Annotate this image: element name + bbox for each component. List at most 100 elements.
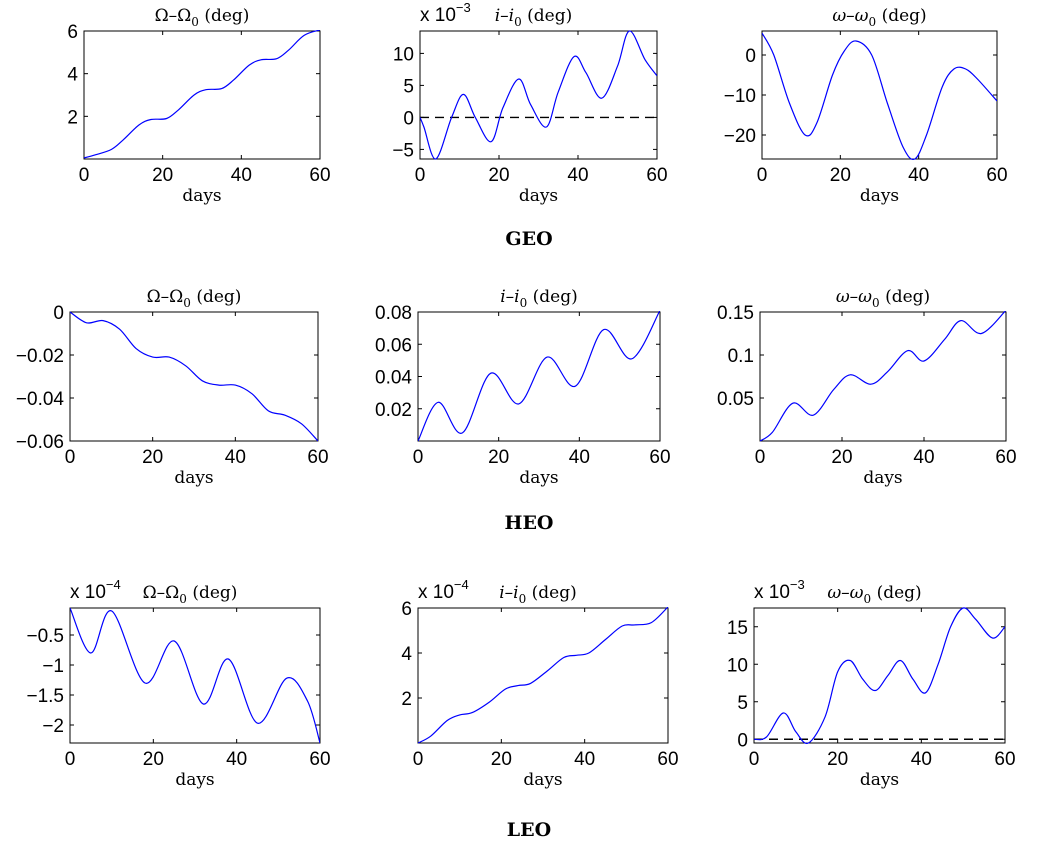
plot-panel-1: 0 20 40 60 2 4 6 Ω–Ω0 (deg) days bbox=[67, 6, 330, 206]
series-line-1 bbox=[754, 607, 1005, 744]
panel-title: ω–ω0 (deg) bbox=[827, 583, 921, 606]
x-tick-label: 0 bbox=[413, 447, 424, 468]
x-axis-label: days bbox=[175, 770, 214, 790]
x-axis-label: days bbox=[174, 468, 213, 488]
x-tick-label: 0 bbox=[79, 165, 90, 186]
plot-panel-9: 0 20 40 60 0 5 10 15 ω–ω0 (deg) x 10−3 days bbox=[727, 577, 1016, 790]
series-line-1 bbox=[760, 311, 1006, 442]
x-tick-label: 20 bbox=[831, 447, 852, 468]
axes-frame bbox=[417, 607, 669, 744]
y-tick-label: −0.06 bbox=[16, 432, 64, 453]
axes-frame bbox=[759, 311, 1007, 442]
y-tick-label: 0 bbox=[737, 730, 748, 751]
x-tick-label: 60 bbox=[307, 447, 328, 468]
y-tick-label: 0 bbox=[745, 46, 756, 67]
x-tick-label: 40 bbox=[567, 165, 588, 186]
x-tick-label: 20 bbox=[488, 447, 509, 468]
y-tick-label: 0.02 bbox=[375, 400, 412, 421]
x-tick-label: 0 bbox=[755, 447, 766, 468]
y-tick-label: 4 bbox=[67, 65, 78, 86]
series-line-1 bbox=[420, 30, 657, 160]
axes-frame bbox=[419, 30, 658, 160]
y-tick-label: 0 bbox=[403, 108, 414, 129]
y-tick-label: 2 bbox=[401, 689, 412, 710]
axes-frame bbox=[69, 607, 321, 744]
x-tick-label: 0 bbox=[749, 749, 760, 770]
plot-panel-4: 0 20 40 60 −0.06 −0.04 −0.02 0 Ω–Ω0 (deg) days bbox=[16, 287, 329, 488]
x-tick-label: 0 bbox=[757, 165, 768, 186]
y-tick-label: −1.5 bbox=[26, 686, 64, 707]
x-tick-label: 0 bbox=[65, 749, 76, 770]
axis-exponent-label: x 10−3 bbox=[420, 0, 471, 26]
y-tick-label: 0.05 bbox=[717, 389, 754, 410]
panel-title: i–i0 (deg) bbox=[500, 287, 578, 310]
y-tick-label: −1 bbox=[42, 656, 64, 677]
axis-exponent-label: x 10−3 bbox=[754, 577, 805, 603]
y-tick-label: 0.06 bbox=[375, 335, 412, 356]
series-line-1 bbox=[84, 30, 320, 159]
x-tick-label: 20 bbox=[142, 447, 163, 468]
y-tick-label: 10 bbox=[393, 44, 414, 65]
x-tick-label: 60 bbox=[994, 749, 1015, 770]
x-tick-label: 20 bbox=[143, 749, 164, 770]
y-tick-label: −20 bbox=[724, 126, 756, 147]
axes-frame bbox=[417, 311, 661, 442]
axes-frame bbox=[753, 607, 1006, 744]
x-tick-label: 20 bbox=[830, 165, 851, 186]
x-tick-label: 40 bbox=[569, 447, 590, 468]
y-tick-label: −0.5 bbox=[26, 626, 64, 647]
axis-exponent-label: x 10−4 bbox=[418, 577, 469, 603]
x-tick-label: 60 bbox=[649, 447, 670, 468]
panel-title: i–i0 (deg) bbox=[499, 583, 577, 606]
x-tick-label: 0 bbox=[415, 165, 426, 186]
x-axis-label: days bbox=[519, 186, 558, 206]
x-axis-label: days bbox=[863, 468, 902, 488]
series-line-1 bbox=[762, 32, 997, 160]
axes-frame bbox=[69, 311, 319, 442]
group-label-leo: LEO bbox=[507, 819, 551, 841]
y-tick-label: 15 bbox=[727, 618, 748, 639]
x-axis-label: days bbox=[860, 770, 899, 790]
axes-frame bbox=[761, 30, 998, 160]
x-tick-label: 20 bbox=[827, 749, 848, 770]
x-tick-label: 60 bbox=[995, 447, 1016, 468]
y-tick-label: 6 bbox=[67, 22, 78, 43]
x-tick-label: 40 bbox=[911, 749, 932, 770]
x-tick-label: 0 bbox=[65, 447, 76, 468]
plot-panel-6: 0 20 40 60 0.05 0.1 0.15 ω–ω0 (deg) days bbox=[717, 287, 1017, 488]
panel-title: ω–ω0 (deg) bbox=[836, 287, 930, 310]
x-tick-label: 60 bbox=[657, 749, 678, 770]
y-tick-label: 4 bbox=[401, 644, 412, 665]
panel-title: Ω–Ω0 (deg) bbox=[143, 583, 238, 606]
series-line-1 bbox=[418, 607, 668, 744]
y-tick-label: −2 bbox=[42, 716, 64, 737]
x-tick-label: 60 bbox=[646, 165, 667, 186]
x-tick-label: 40 bbox=[231, 165, 252, 186]
group-label-heo: HEO bbox=[505, 512, 554, 534]
plot-panel-7: 0 20 40 60 −2 −1.5 −1 −0.5 Ω–Ω0 (deg) x 10−4 days bbox=[26, 577, 330, 790]
plot-panel-5: 0 20 40 60 0.02 0.04 0.06 0.08 i–i0 (deg) days bbox=[375, 287, 671, 488]
y-tick-label: 0.08 bbox=[375, 303, 412, 324]
series-line-1 bbox=[70, 607, 320, 744]
panel-title: Ω–Ω0 (deg) bbox=[147, 287, 242, 310]
panel-title: Ω–Ω0 (deg) bbox=[155, 6, 250, 29]
y-tick-label: 0.15 bbox=[717, 303, 754, 324]
series-line-1 bbox=[70, 311, 318, 442]
y-tick-label: 6 bbox=[401, 599, 412, 620]
y-tick-label: 10 bbox=[727, 655, 748, 676]
x-tick-label: 60 bbox=[986, 165, 1007, 186]
y-tick-label: −0.02 bbox=[16, 346, 64, 367]
series-line-1 bbox=[418, 311, 660, 442]
axis-exponent-label: x 10−4 bbox=[70, 577, 121, 603]
x-tick-label: 40 bbox=[913, 447, 934, 468]
x-axis-label: days bbox=[519, 468, 558, 488]
panel-title: i–i0 (deg) bbox=[495, 6, 573, 29]
y-tick-label: −5 bbox=[392, 140, 414, 161]
plot-panel-3: 0 20 40 60 −20 −10 0 ω–ω0 (deg) days bbox=[724, 6, 1008, 206]
y-tick-label: 0.1 bbox=[728, 346, 754, 367]
y-tick-label: 0 bbox=[53, 303, 64, 324]
y-tick-label: 2 bbox=[67, 107, 78, 128]
x-tick-label: 40 bbox=[225, 447, 246, 468]
